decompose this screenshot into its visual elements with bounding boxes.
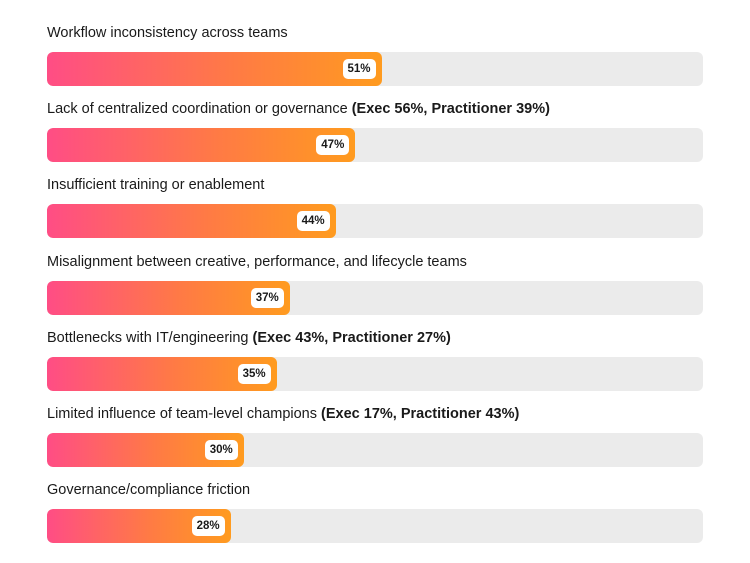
bar-label: Bottlenecks with IT/engineering (Exec 43… — [47, 329, 451, 347]
bar-fill: 51% — [47, 52, 382, 86]
bar-label-note: (Exec 17%, Practitioner 43%) — [321, 406, 520, 422]
bar-row: Governance/compliance friction 28% — [47, 481, 703, 543]
bar-value-label: 35% — [237, 364, 271, 384]
bar-track: 44% — [47, 204, 703, 238]
bar-label-text: Limited influence of team-level champion… — [47, 406, 317, 422]
bar-value-label: 28% — [191, 516, 225, 536]
bar-label-text: Governance/compliance friction — [47, 482, 251, 498]
bar-label-note: (Exec 43%, Practitioner 27%) — [252, 330, 451, 346]
bar-label: Insufficient training or enablement — [47, 176, 264, 194]
bar-label: Governance/compliance friction — [47, 481, 250, 499]
bar-row: Misalignment between creative, performan… — [47, 253, 703, 315]
bar-label-text: Workflow inconsistency across teams — [47, 25, 288, 41]
bar-fill: 30% — [47, 433, 244, 467]
bar-row: Limited influence of team-level champion… — [47, 405, 703, 467]
bar-fill: 35% — [47, 357, 277, 391]
bar-label: Misalignment between creative, performan… — [47, 253, 467, 271]
bar-label: Workflow inconsistency across teams — [47, 24, 288, 42]
bar-track: 47% — [47, 128, 703, 162]
bar-value-label: 30% — [204, 440, 238, 460]
bar-fill: 47% — [47, 128, 356, 162]
bar-row: Bottlenecks with IT/engineering (Exec 43… — [47, 329, 703, 391]
bar-track: 35% — [47, 357, 703, 391]
bar-track: 28% — [47, 509, 703, 543]
bar-track: 51% — [47, 52, 703, 86]
bar-label-text: Lack of centralized coordination or gove… — [47, 101, 348, 117]
bar-fill: 37% — [47, 281, 290, 315]
bar-value-label: 44% — [296, 211, 330, 231]
bar-row: Insufficient training or enablement 44% — [47, 176, 703, 238]
bar-value-label: 37% — [250, 288, 284, 308]
bar-label-text: Insufficient training or enablement — [47, 177, 265, 193]
bar-label-text: Bottlenecks with IT/engineering — [47, 330, 249, 346]
bar-fill: 28% — [47, 509, 231, 543]
bar-row: Lack of centralized coordination or gove… — [47, 100, 703, 162]
bar-track: 37% — [47, 281, 703, 315]
bar-label: Limited influence of team-level champion… — [47, 405, 519, 423]
bar-track: 30% — [47, 433, 703, 467]
bar-label-note: (Exec 56%, Practitioner 39%) — [351, 101, 550, 117]
bar-label-text: Misalignment between creative, performan… — [47, 254, 467, 270]
bar-value-label: 51% — [342, 59, 376, 79]
bar-value-label: 47% — [316, 135, 350, 155]
bar-label: Lack of centralized coordination or gove… — [47, 100, 550, 118]
bar-row: Workflow inconsistency across teams 51% — [47, 24, 703, 86]
bar-fill: 44% — [47, 204, 336, 238]
